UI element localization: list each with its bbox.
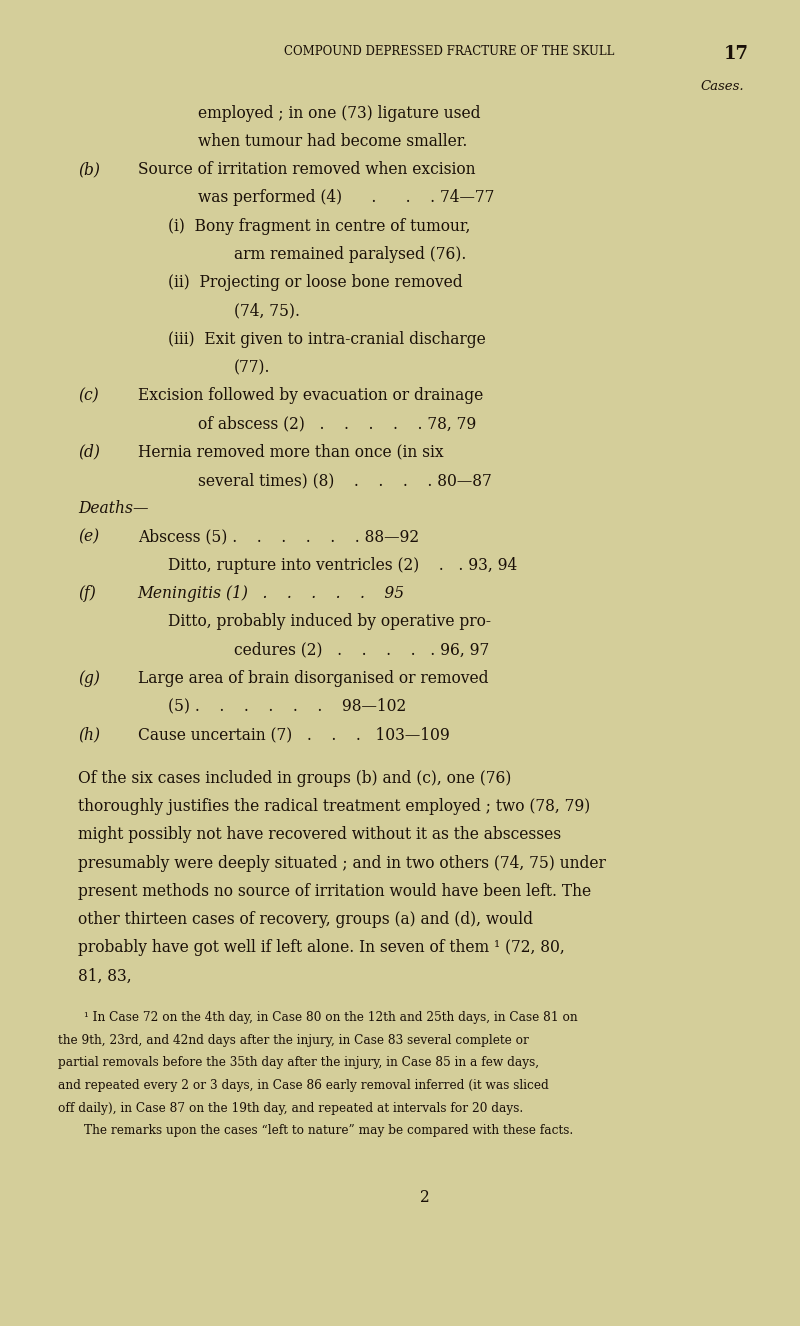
Text: (77).: (77). [234,359,270,377]
Text: off daily), in Case 87 on the 19th day, and repeated at intervals for 20 days.: off daily), in Case 87 on the 19th day, … [58,1102,524,1115]
Text: The remarks upon the cases “left to nature” may be compared with these facts.: The remarks upon the cases “left to natu… [84,1124,574,1138]
Text: Hernia removed more than once (in six: Hernia removed more than once (in six [138,444,443,460]
Text: (f): (f) [78,585,96,602]
Text: partial removals before the 35th day after the injury, in Case 85 in a few days,: partial removals before the 35th day aft… [58,1057,539,1070]
Text: 81, 83,: 81, 83, [78,968,132,985]
Text: (74, 75).: (74, 75). [234,302,300,320]
Text: Cases.: Cases. [700,80,744,93]
Text: Ditto, probably induced by operative pro-: Ditto, probably induced by operative pro… [168,613,491,630]
Text: (ii)  Projecting or loose bone removed: (ii) Projecting or loose bone removed [168,274,462,292]
Text: (g): (g) [78,670,100,687]
Text: when tumour had become smaller.: when tumour had become smaller. [198,133,468,150]
Text: employed ; in one (73) ligature used: employed ; in one (73) ligature used [198,105,481,122]
Text: 17: 17 [724,45,749,64]
Text: (iii)  Exit given to intra-cranial discharge: (iii) Exit given to intra-cranial discha… [168,330,486,347]
Text: (e): (e) [78,528,99,545]
Text: ¹ In Case 72 on the 4th day, in Case 80 on the 12th and 25th days, in Case 81 on: ¹ In Case 72 on the 4th day, in Case 80 … [84,1012,578,1025]
Text: might possibly not have recovered without it as the abscesses: might possibly not have recovered withou… [78,826,562,843]
Text: (c): (c) [78,387,99,404]
Text: (5) .    .    .    .    .    .    98—102: (5) . . . . . . 98—102 [168,697,406,715]
Text: several times) (8)    .    .    .    . 80—87: several times) (8) . . . . 80—87 [198,472,492,489]
Text: Ditto, rupture into ventricles (2)    .   . 93, 94: Ditto, rupture into ventricles (2) . . 9… [168,557,518,574]
Text: COMPOUND DEPRESSED FRACTURE OF THE SKULL: COMPOUND DEPRESSED FRACTURE OF THE SKULL [284,45,614,58]
Text: presumably were deeply situated ; and in two others (74, 75) under: presumably were deeply situated ; and in… [78,855,606,871]
Text: probably have got well if left alone. In seven of them ¹ (72, 80,: probably have got well if left alone. In… [78,939,565,956]
Text: the 9th, 23rd, and 42nd days after the injury, in Case 83 several complete or: the 9th, 23rd, and 42nd days after the i… [58,1034,530,1048]
Text: Meningitis (1)   .    .    .    .    .    95: Meningitis (1) . . . . . 95 [138,585,405,602]
Text: other thirteen cases of recovery, groups (a) and (d), would: other thirteen cases of recovery, groups… [78,911,534,928]
Text: (b): (b) [78,162,100,178]
Text: cedures (2)   .    .    .    .   . 96, 97: cedures (2) . . . . . 96, 97 [234,642,489,659]
Text: Excision followed by evacuation or drainage: Excision followed by evacuation or drain… [138,387,483,404]
Text: Abscess (5) .    .    .    .    .    . 88—92: Abscess (5) . . . . . . 88—92 [138,528,418,545]
Text: arm remained paralysed (76).: arm remained paralysed (76). [234,245,466,263]
Text: (d): (d) [78,444,100,460]
Text: and repeated every 2 or 3 days, in Case 86 early removal inferred (it was sliced: and repeated every 2 or 3 days, in Case … [58,1079,549,1093]
Text: thoroughly justifies the radical treatment employed ; two (78, 79): thoroughly justifies the radical treatme… [78,798,590,815]
Text: present methods no source of irritation would have been left. The: present methods no source of irritation … [78,883,591,900]
Text: Deaths—: Deaths— [78,500,149,517]
Text: 2: 2 [420,1189,430,1207]
Text: of abscess (2)   .    .    .    .    . 78, 79: of abscess (2) . . . . . 78, 79 [198,415,477,432]
Text: Cause uncertain (7)   .    .    .   103—109: Cause uncertain (7) . . . 103—109 [138,727,450,743]
Text: Of the six cases included in groups (b) and (c), one (76): Of the six cases included in groups (b) … [78,770,512,786]
Text: Source of irritation removed when excision: Source of irritation removed when excisi… [138,162,475,178]
Text: (i)  Bony fragment in centre of tumour,: (i) Bony fragment in centre of tumour, [168,217,470,235]
Text: Large area of brain disorganised or removed: Large area of brain disorganised or remo… [138,670,488,687]
Text: was performed (4)      .      .    . 74—77: was performed (4) . . . 74—77 [198,190,494,207]
Text: (h): (h) [78,727,101,743]
